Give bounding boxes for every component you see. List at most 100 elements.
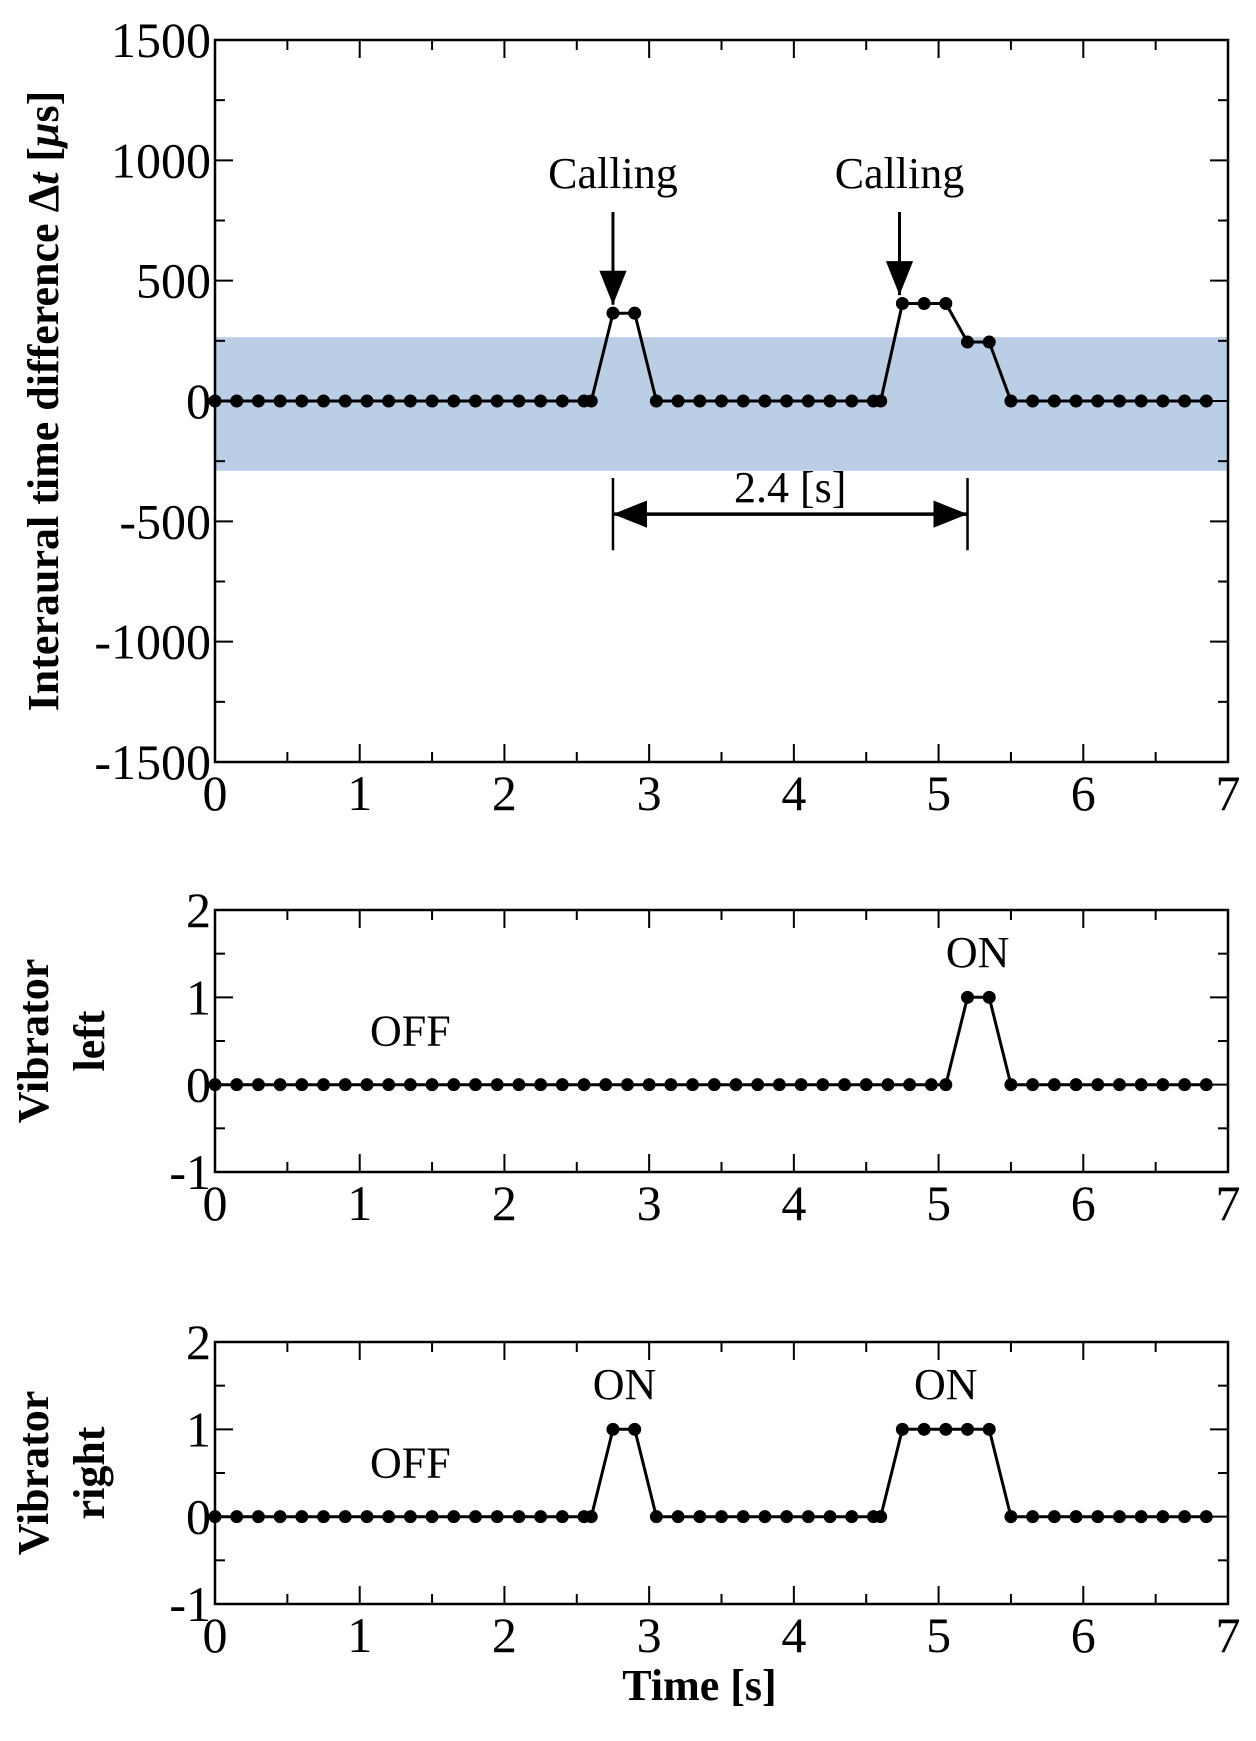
state-label: ON	[593, 1360, 657, 1409]
x-tick-label: 1	[347, 1607, 372, 1663]
data-point	[1026, 394, 1040, 408]
data-point	[1199, 394, 1213, 408]
data-point	[693, 1510, 707, 1524]
y-tick-label: 2	[186, 1314, 211, 1370]
state-label: ON	[946, 928, 1010, 977]
data-point	[939, 297, 953, 311]
data-point	[649, 1510, 663, 1524]
y-axis-label-part: t	[19, 171, 68, 185]
data-point	[874, 1510, 888, 1524]
data-point	[599, 1078, 613, 1092]
data-point	[1156, 1510, 1170, 1524]
data-point	[772, 1078, 786, 1092]
calling-annotation: Calling	[548, 149, 678, 198]
data-point	[881, 1078, 895, 1092]
data-point	[512, 1510, 526, 1524]
data-point	[751, 1078, 765, 1092]
x-tick-label: 4	[781, 1175, 806, 1231]
data-point	[1004, 1510, 1018, 1524]
data-point	[403, 1078, 417, 1092]
data-point	[382, 1078, 396, 1092]
data-point	[729, 1078, 743, 1092]
data-point	[425, 394, 439, 408]
data-point	[382, 394, 396, 408]
data-point	[295, 1078, 309, 1092]
y-tick-label: 1000	[111, 132, 211, 188]
data-point	[1134, 1078, 1148, 1092]
data-point	[425, 1078, 439, 1092]
data-point	[1026, 1510, 1040, 1524]
data-point	[295, 1510, 309, 1524]
data-point	[845, 394, 859, 408]
x-tick-label: 7	[1216, 765, 1241, 821]
data-point	[251, 1510, 265, 1524]
data-point	[620, 1078, 634, 1092]
data-point	[360, 1078, 374, 1092]
x-tick-label: 2	[492, 765, 517, 821]
data-point	[468, 1078, 482, 1092]
data-point	[982, 990, 996, 1004]
data-point	[1004, 1078, 1018, 1092]
y-axis-label-part: Interaural time difference	[19, 212, 68, 711]
x-tick-label: 6	[1071, 1175, 1096, 1231]
data-point	[1069, 394, 1083, 408]
x-tick-label: 2	[492, 1607, 517, 1663]
data-point	[903, 1078, 917, 1092]
state-label: ON	[914, 1360, 978, 1409]
data-point	[838, 1078, 852, 1092]
y-axis-label: right	[65, 1426, 114, 1519]
data-point	[317, 1078, 331, 1092]
data-point	[1112, 1510, 1126, 1524]
data-point	[1069, 1078, 1083, 1092]
data-point	[1091, 1510, 1105, 1524]
x-tick-label: 5	[926, 765, 951, 821]
data-point	[403, 394, 417, 408]
data-point	[447, 1078, 461, 1092]
data-point	[961, 335, 975, 349]
y-tick-label: 500	[136, 253, 211, 309]
data-point	[273, 394, 287, 408]
data-point	[1004, 394, 1018, 408]
data-point	[1047, 1510, 1061, 1524]
data-point	[317, 394, 331, 408]
y-tick-label: -1500	[94, 734, 211, 790]
data-point	[555, 1078, 569, 1092]
data-point	[1156, 1078, 1170, 1092]
data-point	[230, 1078, 244, 1092]
y-axis-label: left	[65, 1010, 114, 1071]
x-tick-label: 4	[781, 765, 806, 821]
data-point	[468, 394, 482, 408]
data-point	[490, 1078, 504, 1092]
state-label: OFF	[370, 1006, 451, 1055]
data-point	[512, 394, 526, 408]
data-point	[295, 394, 309, 408]
data-point	[801, 394, 815, 408]
data-point	[1134, 394, 1148, 408]
data-point	[664, 1078, 678, 1092]
data-point	[534, 1510, 548, 1524]
x-tick-label: 2	[492, 1175, 517, 1231]
data-point	[961, 1422, 975, 1436]
data-point	[338, 1510, 352, 1524]
data-point	[823, 1510, 837, 1524]
data-point	[251, 1078, 265, 1092]
data-point	[490, 1510, 504, 1524]
data-point	[1026, 1078, 1040, 1092]
y-axis-label: Vibrator	[9, 959, 58, 1124]
data-point	[823, 394, 837, 408]
data-point	[606, 1422, 620, 1436]
data-point	[251, 394, 265, 408]
y-tick-label: 2	[186, 882, 211, 938]
data-point	[1112, 1078, 1126, 1092]
x-tick-label: 4	[781, 1607, 806, 1663]
y-tick-label: -1000	[94, 614, 211, 670]
data-point	[859, 1078, 873, 1092]
x-tick-label: 0	[203, 1607, 228, 1663]
data-point	[606, 306, 620, 320]
data-point	[403, 1510, 417, 1524]
x-tick-label: 3	[637, 1607, 662, 1663]
data-point	[1091, 1078, 1105, 1092]
plot-frame	[213, 908, 1230, 1174]
